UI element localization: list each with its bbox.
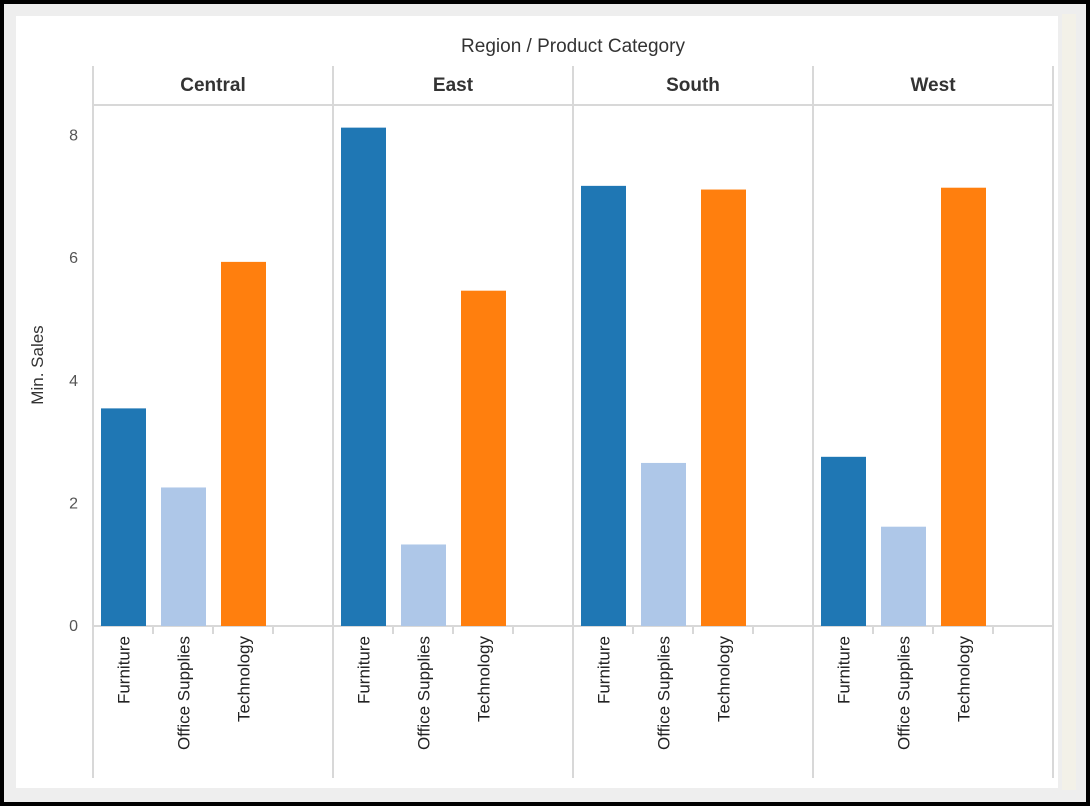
bar-west-office-supplies xyxy=(881,526,926,626)
bar-west-technology xyxy=(941,187,986,626)
y-axis-ticks: 0 2 4 6 8 xyxy=(69,128,78,635)
bar-east-office-supplies xyxy=(401,544,446,626)
y-tick-label: 8 xyxy=(69,128,78,145)
chart-title: Region / Product Category xyxy=(461,36,685,57)
chart-canvas xyxy=(16,16,1058,788)
y-tick-label: 4 xyxy=(69,373,78,390)
category-label: Office Supplies xyxy=(415,636,434,750)
y-tick-label: 6 xyxy=(69,250,78,267)
bar-south-office-supplies xyxy=(641,462,686,626)
category-labels: Furniture Office Supplies Technology Furnit… xyxy=(115,636,974,751)
region-header-south: South xyxy=(666,75,720,96)
category-label: Furniture xyxy=(835,636,854,704)
y-tick-label: 0 xyxy=(69,618,78,635)
category-label: Technology xyxy=(235,636,254,723)
category-label: Office Supplies xyxy=(175,636,194,750)
category-label: Technology xyxy=(715,636,734,723)
region-header-east: East xyxy=(433,75,474,96)
bar-south-technology xyxy=(701,189,746,626)
bars xyxy=(101,127,986,627)
region-header-central: Central xyxy=(180,75,245,96)
region-headers: Central East South West xyxy=(180,75,956,96)
category-label: Furniture xyxy=(355,636,374,704)
region-header-west: West xyxy=(910,75,956,96)
category-label: Office Supplies xyxy=(655,636,674,750)
bar-central-furniture xyxy=(101,408,146,626)
bar-central-office-supplies xyxy=(161,487,206,626)
bar-south-furniture xyxy=(581,185,626,626)
y-axis-label: Min. Sales xyxy=(28,325,47,404)
scroll-strip xyxy=(1062,14,1076,790)
category-label: Furniture xyxy=(115,636,134,704)
y-tick-label: 2 xyxy=(69,495,78,512)
category-label: Office Supplies xyxy=(895,636,914,750)
category-label: Technology xyxy=(955,636,974,723)
bar-west-furniture xyxy=(821,456,866,626)
bar-east-technology xyxy=(461,290,506,626)
category-label: Furniture xyxy=(595,636,614,704)
bar-east-furniture xyxy=(341,127,386,627)
bar-central-technology xyxy=(221,261,266,626)
category-label: Technology xyxy=(475,636,494,723)
